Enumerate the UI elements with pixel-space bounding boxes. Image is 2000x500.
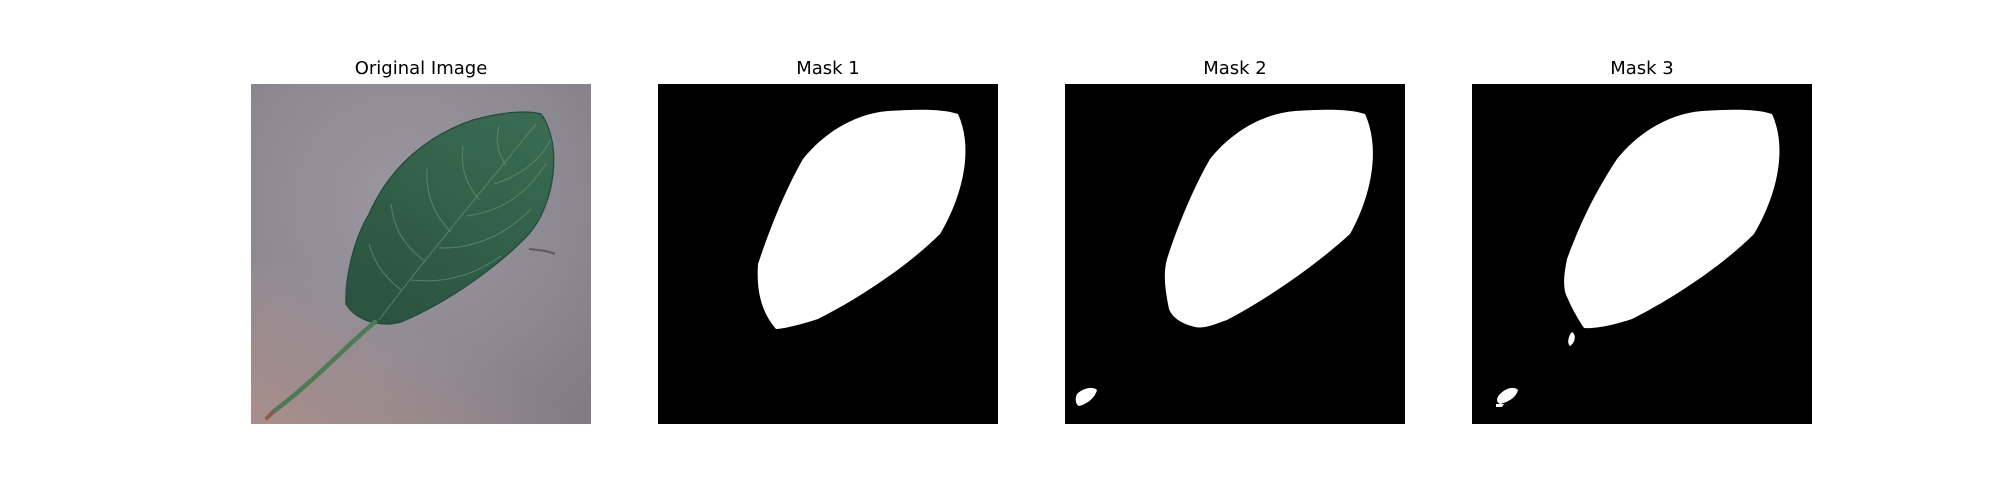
mask-2-image xyxy=(1065,84,1405,424)
panel-title-mask-1: Mask 1 xyxy=(796,58,860,79)
panel-title-mask-2: Mask 2 xyxy=(1203,58,1267,79)
original-leaf-photo xyxy=(251,84,591,424)
leaf-blade xyxy=(345,111,555,325)
mask-3-stem-fragment xyxy=(1568,332,1575,346)
mask-1-leaf-region xyxy=(757,109,966,330)
mask-2-noise-blob xyxy=(1075,387,1097,406)
mask-3-noise-blob xyxy=(1497,387,1518,404)
mask-2-panel: Mask 2 xyxy=(1065,54,1405,424)
mask-3-panel: Mask 3 xyxy=(1472,54,1812,424)
panel-title-mask-3: Mask 3 xyxy=(1610,58,1674,79)
mask-2-leaf-region xyxy=(1164,109,1373,328)
mask-3-image xyxy=(1472,84,1812,424)
leaf-stem xyxy=(270,319,378,415)
stone-mark xyxy=(528,248,556,255)
original-image-panel: Original Image xyxy=(251,54,591,424)
panel-title-original: Original Image xyxy=(354,58,488,79)
leaf-veins xyxy=(368,123,552,321)
mask-3-leaf-region xyxy=(1564,109,1780,329)
mask-1-image xyxy=(658,84,998,424)
mask-1-panel: Mask 1 xyxy=(658,54,998,424)
